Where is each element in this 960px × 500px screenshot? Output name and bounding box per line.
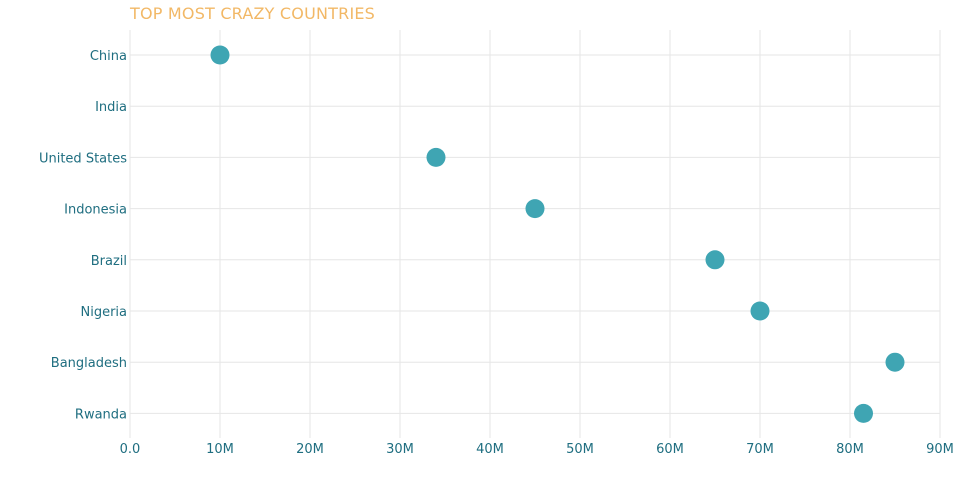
data-point[interactable] (705, 250, 725, 270)
x-tick-label: 50M (566, 442, 594, 457)
y-tick-label: Brazil (91, 254, 127, 269)
x-tick-label: 40M (476, 442, 504, 457)
x-tick-label: 60M (656, 442, 684, 457)
x-tick-label: 90M (926, 442, 954, 457)
data-point[interactable] (750, 301, 770, 321)
x-tick-label: 70M (746, 442, 774, 457)
x-tick-label: 30M (386, 442, 414, 457)
data-point[interactable] (426, 147, 446, 167)
y-tick-label: Nigeria (80, 305, 127, 320)
x-tick-labels: 0.0 10M 20M 30M 40M 50M 60M 70M 80M 90M (120, 442, 954, 457)
data-point[interactable] (210, 45, 230, 65)
data-points (210, 45, 905, 423)
data-point[interactable] (854, 403, 873, 423)
y-tick-label: Indonesia (64, 203, 127, 218)
y-tick-label: United States (39, 151, 127, 166)
x-tick-label: 20M (296, 442, 324, 457)
x-tick-label: 0.0 (120, 442, 141, 457)
data-point[interactable] (885, 352, 905, 372)
chart-title: TOP MOST CRAZY COUNTRIES (130, 4, 376, 23)
y-tick-label: Bangladesh (51, 356, 127, 371)
x-tick-label: 80M (836, 442, 864, 457)
y-tick-labels: China India United States Indonesia Brazil Ni… (39, 49, 127, 422)
x-tick-label: 10M (206, 442, 234, 457)
y-tick-label: China (90, 49, 127, 64)
grid-lines (129, 30, 941, 438)
y-tick-label: India (95, 100, 127, 115)
data-point[interactable] (525, 199, 545, 219)
y-tick-label: Rwanda (75, 407, 127, 422)
